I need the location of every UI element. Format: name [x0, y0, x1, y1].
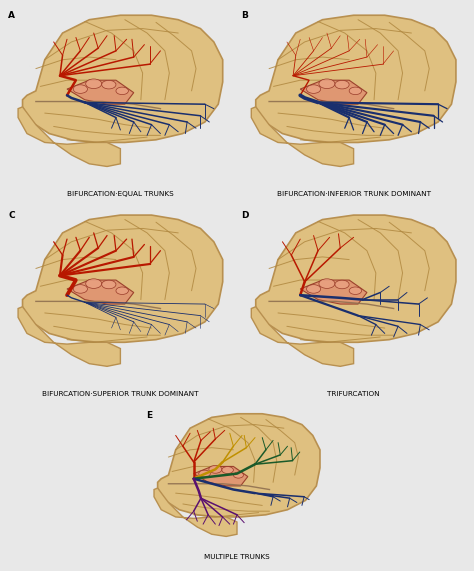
- Ellipse shape: [86, 279, 102, 288]
- Polygon shape: [300, 280, 367, 304]
- Polygon shape: [256, 15, 456, 142]
- Ellipse shape: [116, 287, 128, 295]
- Polygon shape: [18, 307, 120, 367]
- Text: MULTIPLE TRUNKS: MULTIPLE TRUNKS: [204, 553, 270, 560]
- Polygon shape: [23, 15, 223, 142]
- Text: A: A: [8, 11, 15, 20]
- Ellipse shape: [349, 87, 362, 95]
- Text: BIFURCATION·EQUAL TRUNKS: BIFURCATION·EQUAL TRUNKS: [67, 191, 174, 197]
- Polygon shape: [251, 307, 354, 367]
- Ellipse shape: [209, 465, 222, 473]
- Ellipse shape: [335, 280, 349, 289]
- Ellipse shape: [116, 87, 128, 95]
- Ellipse shape: [349, 287, 362, 295]
- Polygon shape: [23, 215, 223, 342]
- Polygon shape: [67, 280, 134, 304]
- Ellipse shape: [319, 279, 335, 288]
- Text: BIFURCATION·INFERIOR TRUNK DOMINANT: BIFURCATION·INFERIOR TRUNK DOMINANT: [277, 191, 430, 197]
- Ellipse shape: [86, 79, 102, 89]
- Ellipse shape: [199, 470, 210, 477]
- Ellipse shape: [222, 467, 233, 473]
- Ellipse shape: [319, 79, 335, 89]
- Polygon shape: [67, 80, 134, 104]
- Ellipse shape: [307, 285, 321, 293]
- Text: C: C: [8, 211, 15, 220]
- Ellipse shape: [73, 285, 88, 293]
- Polygon shape: [18, 107, 120, 167]
- Polygon shape: [300, 80, 367, 104]
- Text: B: B: [241, 11, 248, 20]
- Text: TRIFURCATION: TRIFURCATION: [327, 391, 380, 397]
- Polygon shape: [256, 215, 456, 342]
- Polygon shape: [154, 488, 237, 536]
- Ellipse shape: [102, 81, 116, 89]
- Ellipse shape: [335, 81, 349, 89]
- Polygon shape: [251, 107, 354, 167]
- Polygon shape: [194, 467, 248, 486]
- Ellipse shape: [73, 85, 88, 93]
- Text: E: E: [146, 411, 152, 420]
- Ellipse shape: [307, 85, 321, 93]
- Text: BIFURCATION·SUPERIOR TRUNK DOMINANT: BIFURCATION·SUPERIOR TRUNK DOMINANT: [42, 391, 199, 397]
- Ellipse shape: [102, 280, 116, 289]
- Ellipse shape: [233, 472, 244, 478]
- Text: D: D: [241, 211, 249, 220]
- Polygon shape: [158, 414, 320, 517]
